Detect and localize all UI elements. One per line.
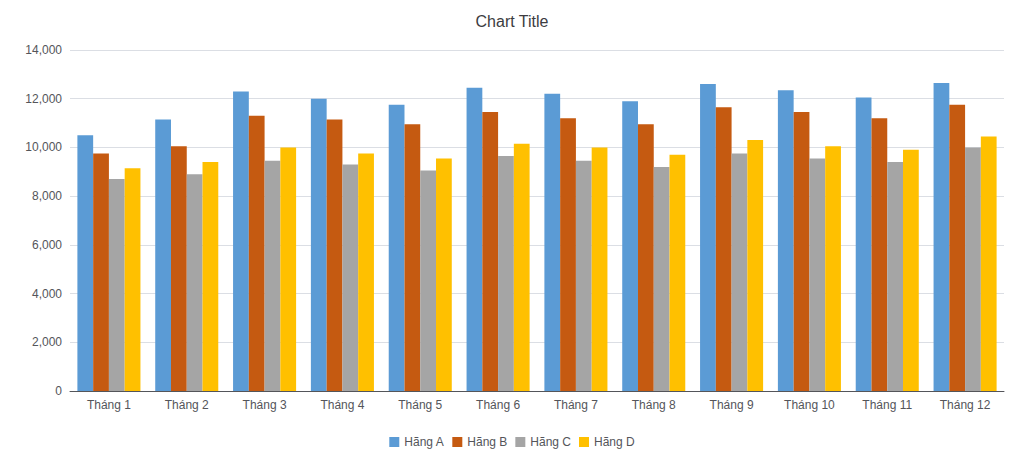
svg-text:12,000: 12,000 [25,92,62,106]
svg-text:Tháng 12: Tháng 12 [940,398,991,412]
svg-text:10,000: 10,000 [25,140,62,154]
svg-text:Chart Title: Chart Title [476,13,549,30]
svg-text:Tháng 6: Tháng 6 [476,398,520,412]
svg-text:0: 0 [55,384,62,398]
svg-text:Hãng D: Hãng D [594,435,635,449]
svg-text:Tháng 2: Tháng 2 [165,398,209,412]
svg-text:Hãng A: Hãng A [404,435,443,449]
svg-text:Tháng 3: Tháng 3 [243,398,287,412]
svg-text:4,000: 4,000 [32,287,62,301]
svg-text:Tháng 9: Tháng 9 [710,398,754,412]
svg-text:6,000: 6,000 [32,238,62,252]
svg-text:Tháng 5: Tháng 5 [398,398,442,412]
svg-text:Tháng 10: Tháng 10 [784,398,835,412]
svg-text:Tháng 11: Tháng 11 [862,398,912,412]
svg-text:Tháng 1: Tháng 1 [87,398,131,412]
svg-text:Hãng B: Hãng B [467,435,507,449]
svg-text:Hãng C: Hãng C [530,435,571,449]
svg-text:8,000: 8,000 [32,189,62,203]
svg-text:Tháng 4: Tháng 4 [320,398,364,412]
svg-text:Tháng 8: Tháng 8 [632,398,676,412]
svg-text:14,000: 14,000 [25,43,62,57]
svg-text:Tháng 7: Tháng 7 [554,398,598,412]
svg-text:2,000: 2,000 [32,335,62,349]
